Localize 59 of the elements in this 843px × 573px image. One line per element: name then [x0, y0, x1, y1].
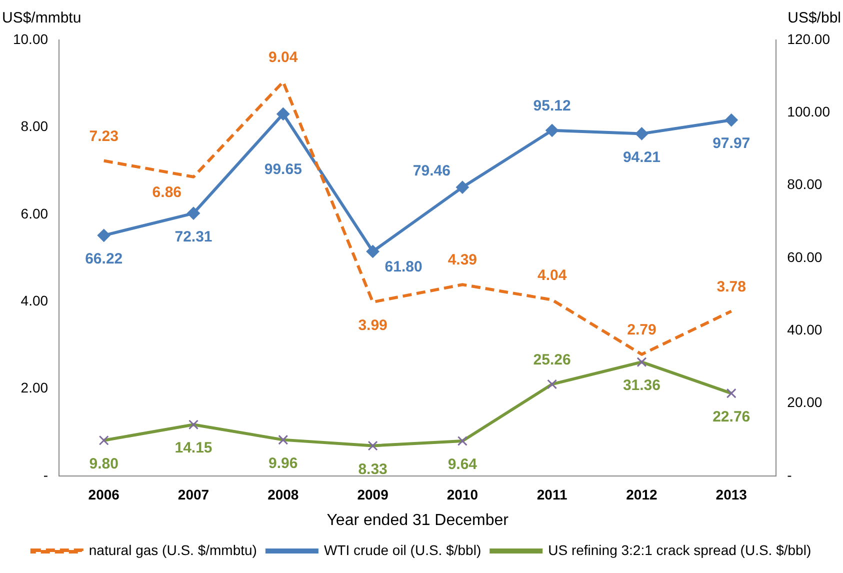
y2-tick-label: 20.00 — [787, 394, 822, 410]
data-label: 94.21 — [622, 148, 660, 166]
y-axis-title: US$/mmbtu — [2, 10, 82, 27]
data-label: 3.99 — [358, 317, 388, 334]
y2-axis-title: US$/bbl — [788, 10, 841, 27]
data-label: 31.36 — [622, 377, 660, 394]
y-tick-label: 4.00 — [20, 292, 48, 308]
x-axis-title: Year ended 31 December — [326, 512, 510, 529]
data-label: 4.04 — [537, 266, 568, 284]
data-label: 6.86 — [152, 184, 182, 202]
data-label: 4.39 — [448, 252, 478, 269]
x-tick-label: 2007 — [178, 486, 210, 502]
data-label: 25.26 — [533, 351, 571, 368]
data-label: 95.12 — [533, 98, 571, 115]
y-tick-label: 10.00 — [12, 30, 48, 47]
point — [546, 124, 559, 137]
y-tick-label: 6.00 — [20, 205, 48, 222]
point — [276, 107, 290, 120]
data-label: 99.65 — [264, 161, 302, 178]
data-label: 7.23 — [89, 128, 118, 145]
y-tick-label: - — [43, 466, 48, 483]
data-label: 14.15 — [174, 440, 212, 457]
legend-label: WTI crude oil (U.S. $/bbl) — [324, 542, 482, 558]
legend-label: natural gas (U.S. $/mmbtu) — [88, 542, 257, 558]
data-label: 72.31 — [174, 228, 212, 246]
x-tick-label: 2008 — [268, 486, 299, 502]
data-label: 97.97 — [712, 135, 750, 152]
point — [366, 244, 380, 258]
y2-tick-label: - — [787, 466, 792, 483]
data-label: 8.33 — [358, 460, 388, 478]
data-label: 79.46 — [412, 162, 450, 180]
x-tick-label: 2006 — [88, 486, 120, 502]
x-tick-label: 2010 — [446, 486, 478, 502]
data-label: 9.80 — [89, 456, 118, 473]
point — [97, 228, 110, 242]
legend-label: US refining 3:2:1 crack spread (U.S. $/bbl) — [548, 542, 812, 558]
point — [456, 180, 469, 194]
data-label: 22.76 — [712, 408, 750, 426]
data-label: 2.79 — [627, 321, 656, 338]
point — [187, 206, 200, 220]
data-label: 9.04 — [268, 48, 298, 66]
y-tick-label: 8.00 — [20, 118, 48, 134]
point — [724, 114, 738, 127]
data-label: 61.80 — [384, 258, 422, 276]
y2-tick-label: 60.00 — [787, 248, 822, 265]
y2-tick-label: 40.00 — [787, 322, 822, 338]
x-tick-label: 2012 — [626, 486, 658, 502]
point — [635, 127, 648, 140]
y-tick-label: 2.00 — [20, 380, 48, 396]
data-label: 9.96 — [268, 454, 298, 472]
y2-tick-label: 100.00 — [787, 104, 830, 120]
y2-tick-label: 120.00 — [787, 30, 830, 47]
data-label: 3.78 — [716, 278, 746, 296]
y2-tick-label: 80.00 — [787, 176, 822, 192]
data-label: 66.22 — [85, 250, 123, 268]
x-tick-label: 2011 — [536, 486, 568, 502]
x-tick-label: 2013 — [716, 486, 748, 502]
data-label: 9.64 — [448, 456, 478, 474]
x-tick-label: 2009 — [357, 486, 389, 502]
